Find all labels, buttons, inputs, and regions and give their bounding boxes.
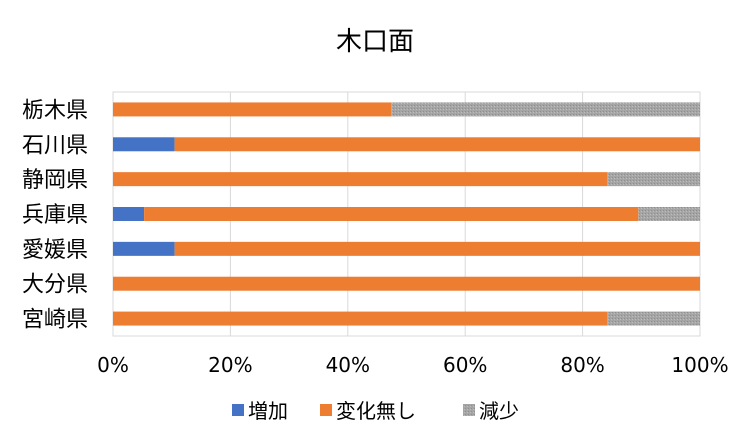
bar-変化無し-石川県 — [174, 137, 700, 152]
legend-swatch-減少 — [463, 404, 475, 416]
bar-変化無し-栃木県 — [113, 102, 392, 117]
legend-swatch-変化無し — [320, 404, 332, 416]
bar-変化無し-兵庫県 — [144, 207, 639, 221]
y-tick-label: 宮崎県 — [22, 308, 88, 333]
bar-増加-愛媛県 — [113, 241, 175, 256]
x-tick-label: 100% — [671, 353, 728, 377]
y-tick-label: 栃木県 — [22, 98, 88, 123]
x-tick-label: 20% — [208, 353, 252, 377]
bar-変化無し-静岡県 — [113, 172, 608, 187]
legend-label-変化無し: 変化無し — [336, 399, 416, 423]
chart-title: 木口面 — [336, 27, 414, 57]
x-tick-label: 80% — [560, 353, 604, 377]
legend-swatch-増加 — [232, 404, 244, 416]
x-tick-label: 60% — [443, 353, 487, 377]
bar-変化無し-大分県 — [113, 276, 700, 291]
bar-変化無し-宮崎県 — [113, 311, 608, 326]
bar-増加-石川県 — [113, 137, 175, 152]
x-axis-tick-labels: 0% 20% 40% 60% 80% 100% — [97, 353, 728, 377]
y-tick-label: 愛媛県 — [22, 238, 88, 263]
bar-減少-栃木県 — [391, 102, 700, 117]
bar-増加-兵庫県 — [113, 207, 145, 221]
x-tick-label: 40% — [326, 353, 370, 377]
legend-label-減少: 減少 — [479, 399, 519, 423]
x-tick-label: 0% — [97, 353, 129, 377]
y-tick-label: 大分県 — [22, 273, 88, 298]
legend-label-増加: 増加 — [248, 399, 288, 423]
y-tick-label: 静岡県 — [22, 168, 88, 193]
bar-減少-静岡県 — [607, 172, 700, 187]
legend: 増加 変化無し 減少 — [232, 399, 519, 423]
bar-減少-宮崎県 — [607, 311, 700, 326]
y-tick-label: 石川県 — [22, 133, 88, 158]
y-tick-label: 兵庫県 — [22, 203, 88, 228]
bars — [113, 102, 700, 326]
bar-減少-兵庫県 — [638, 207, 700, 221]
bar-変化無し-愛媛県 — [174, 241, 700, 256]
